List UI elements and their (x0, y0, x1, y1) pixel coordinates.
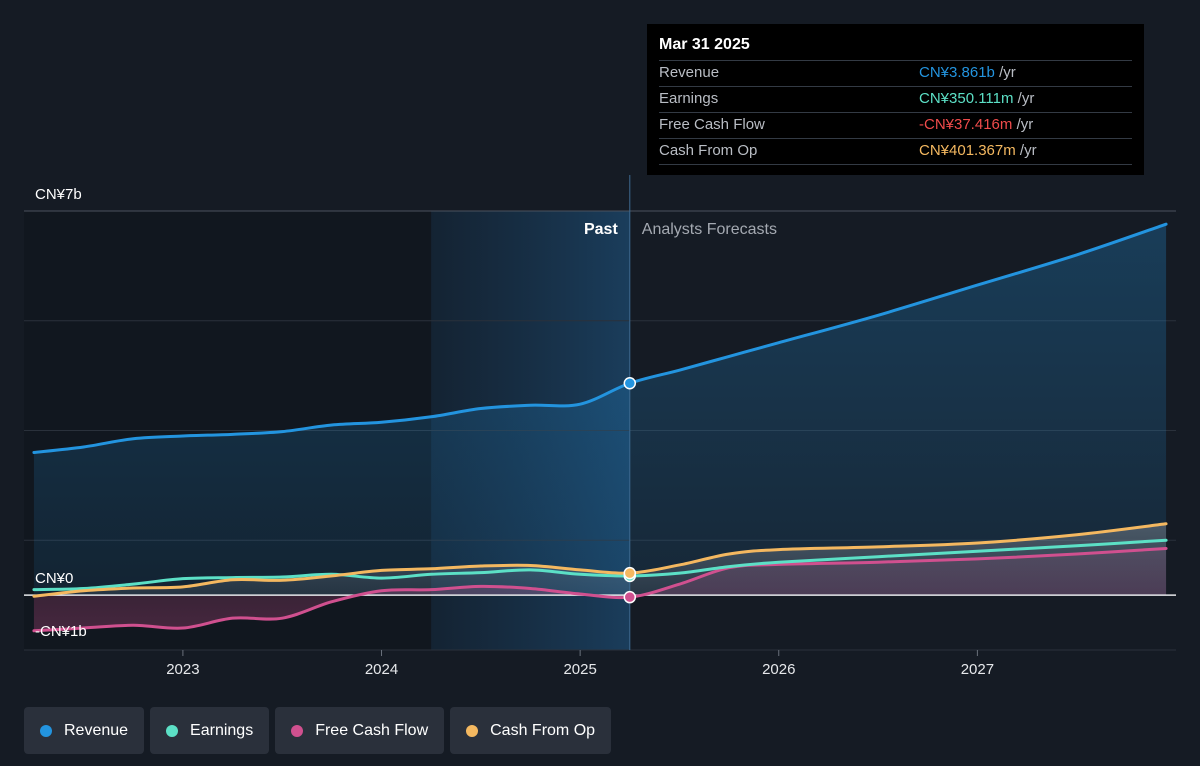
point-marker-revenue (623, 377, 637, 390)
x-axis-label: 2025 (563, 661, 596, 678)
series-line-earnings (32, 538, 1168, 592)
tooltip-label: Cash From Op (659, 142, 758, 159)
past-label: Past (584, 221, 618, 238)
free-cash-flow-area (33, 548, 1167, 631)
x-axis-label: 2026 (762, 661, 795, 678)
tooltip-date: Mar 31 2025 (659, 36, 750, 53)
chart-legend: Revenue Earnings Free Cash Flow Cash Fro… (24, 707, 612, 754)
legend-label: Cash From Op (490, 721, 596, 739)
x-axis-label: 2023 (166, 661, 199, 678)
forecast-label: Analysts Forecasts (642, 221, 777, 238)
tooltip-row-revenue: Revenue CN¥3.861b /yr (659, 60, 1132, 86)
y-axis-label: -CN¥1b (35, 623, 87, 640)
series-line-revenue (32, 222, 1168, 454)
tooltip-unit: /yr (1017, 90, 1035, 107)
data-tooltip: Mar 31 2025 Revenue CN¥3.861b /yr Earnin… (647, 24, 1144, 175)
series-line-cash-from-op (32, 522, 1168, 598)
legend-item-free-cash-flow[interactable]: Free Cash Flow (275, 707, 445, 754)
legend-item-earnings[interactable]: Earnings (150, 707, 270, 754)
tooltip-row-free-cash-flow: Free Cash Flow -CN¥37.416m /yr (659, 112, 1132, 138)
tooltip-label: Revenue (659, 64, 720, 81)
x-axis-label: 2027 (961, 661, 994, 678)
legend-dot-icon (291, 724, 304, 737)
legend-label: Free Cash Flow (315, 721, 429, 739)
tooltip-value-cash-from-op: CN¥401.367m (919, 142, 1016, 159)
legend-dot-icon (40, 724, 52, 737)
tooltip-row-cash-from-op: Cash From Op CN¥401.367m /yr (659, 138, 1132, 165)
revenue-area (33, 224, 1167, 596)
series-line-free-cash-flow (32, 546, 1168, 633)
legend-dot-icon (466, 724, 479, 737)
tooltip-unit: /yr (1016, 116, 1034, 133)
legend-item-cash-from-op[interactable]: Cash From Op (450, 707, 612, 754)
tooltip-value-earnings: CN¥350.111m (919, 90, 1014, 107)
tooltip-unit: /yr (999, 64, 1016, 81)
y-axis-label: CN¥7b (35, 186, 82, 203)
tooltip-label: Free Cash Flow (659, 116, 765, 133)
tooltip-value-revenue: CN¥3.861b (919, 64, 995, 81)
y-axis-label: CN¥0 (35, 570, 73, 587)
point-marker-cash-from-op (623, 566, 637, 580)
point-marker-free-cash-flow (623, 590, 637, 604)
legend-label: Revenue (64, 721, 129, 739)
legend-item-revenue[interactable]: Revenue (24, 707, 145, 754)
legend-label: Earnings (190, 721, 254, 739)
tooltip-value-free-cash-flow: -CN¥37.416m (919, 116, 1013, 133)
x-axis-label: 2024 (365, 661, 398, 678)
financial-line-chart: CN¥7b CN¥0 -CN¥1b 2023 2024 2025 2026 2027 Past A… (24, 175, 1176, 678)
legend-dot-icon (166, 724, 179, 737)
tooltip-unit: /yr (1019, 142, 1037, 159)
tooltip-label: Earnings (659, 90, 719, 107)
tooltip-row-earnings: Earnings CN¥350.111m /yr (659, 86, 1132, 112)
